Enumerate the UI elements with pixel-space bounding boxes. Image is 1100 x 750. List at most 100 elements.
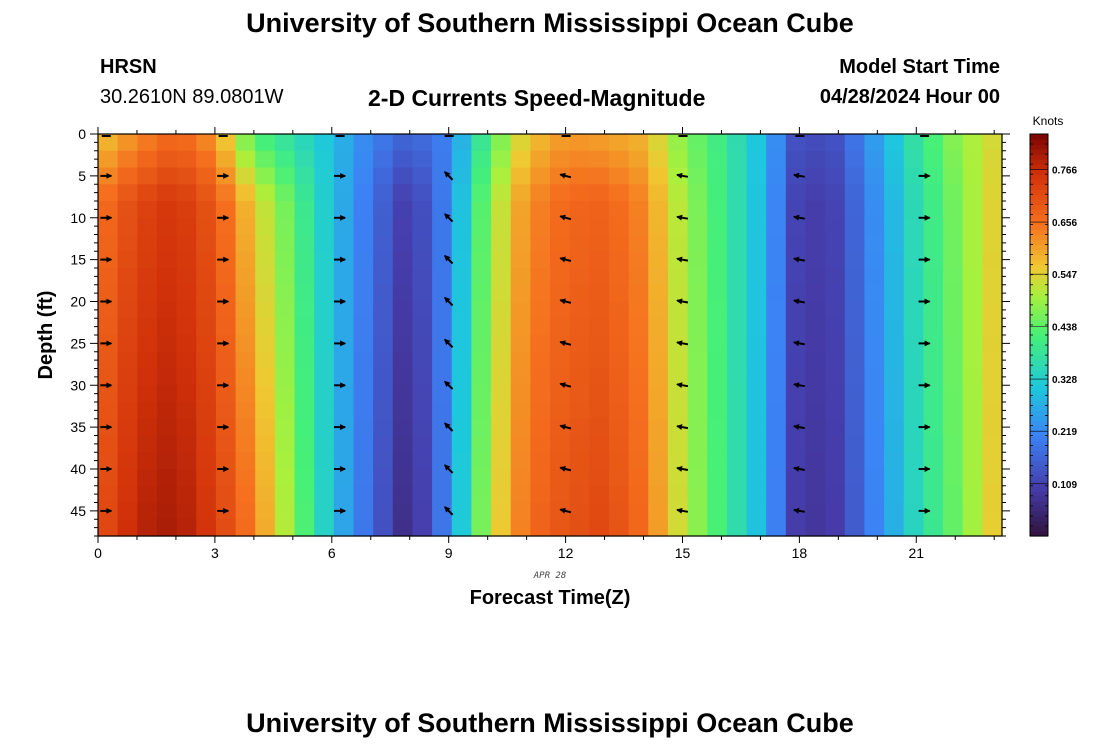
heatmap-cell bbox=[687, 318, 708, 336]
heatmap-cell bbox=[648, 301, 669, 319]
heatmap-cell bbox=[628, 251, 649, 269]
heatmap-cell bbox=[196, 318, 217, 336]
heatmap-cell bbox=[825, 368, 846, 386]
heatmap-cell bbox=[707, 268, 728, 286]
heatmap-cell bbox=[962, 134, 983, 152]
heatmap-cell bbox=[353, 268, 374, 286]
heatmap-cell bbox=[726, 519, 748, 537]
current-vector bbox=[444, 254, 454, 265]
heatmap-cell bbox=[805, 469, 826, 487]
heatmap-cell bbox=[785, 284, 807, 303]
heatmap-cell bbox=[746, 485, 767, 504]
y-tick-label: 35 bbox=[70, 419, 86, 435]
heatmap-cell bbox=[471, 485, 492, 504]
heatmap-cell bbox=[726, 217, 748, 236]
heatmap-cell bbox=[432, 234, 453, 252]
heatmap-cell bbox=[707, 385, 728, 403]
heatmap-cell bbox=[196, 485, 217, 504]
heatmap-cell bbox=[451, 217, 472, 236]
colorbar-segment bbox=[1030, 189, 1048, 195]
heatmap-cell bbox=[510, 435, 531, 453]
heatmap-cell bbox=[235, 217, 256, 236]
heatmap-cell bbox=[864, 485, 885, 504]
heatmap-cell bbox=[648, 318, 669, 336]
heatmap-cell bbox=[255, 402, 276, 420]
heatmap-cell bbox=[943, 368, 964, 386]
heatmap-cell bbox=[785, 368, 807, 386]
heatmap-cell bbox=[825, 301, 846, 319]
heatmap-cell bbox=[117, 201, 138, 219]
y-tick-label: 0 bbox=[78, 126, 86, 142]
heatmap-cell bbox=[412, 502, 433, 520]
x-tick-label: 0 bbox=[94, 545, 102, 561]
heatmap-cell bbox=[255, 301, 276, 319]
heatmap-cell bbox=[235, 167, 256, 185]
heatmap-cell bbox=[530, 435, 551, 453]
heatmap-cell bbox=[314, 234, 335, 252]
current-vector bbox=[793, 424, 805, 431]
colorbar-segment bbox=[1030, 174, 1048, 180]
heatmap-cell bbox=[884, 502, 905, 520]
heatmap-cell bbox=[923, 519, 944, 537]
heatmap-cell bbox=[550, 385, 571, 403]
heatmap-cell bbox=[785, 268, 807, 286]
heatmap-cell bbox=[550, 184, 571, 202]
heatmap-cell bbox=[648, 184, 669, 202]
heatmap-cell bbox=[903, 201, 924, 219]
heatmap-cell bbox=[471, 418, 492, 437]
heatmap-cell bbox=[176, 435, 197, 453]
heatmap-cell bbox=[274, 167, 296, 185]
heatmap-cell bbox=[805, 184, 826, 202]
colorbar-segment bbox=[1030, 405, 1048, 411]
heatmap-cell bbox=[825, 519, 846, 537]
current-vector bbox=[559, 256, 572, 263]
heatmap-cell bbox=[510, 469, 531, 487]
heatmap-cell bbox=[530, 134, 551, 152]
colorbar-segment bbox=[1030, 425, 1048, 432]
heatmap-cell bbox=[982, 469, 1003, 487]
heatmap-cell bbox=[255, 150, 276, 169]
heatmap-cell bbox=[844, 368, 866, 386]
heatmap-cell bbox=[903, 502, 924, 520]
heatmap-cell bbox=[608, 284, 630, 303]
colorbar-segment bbox=[1030, 500, 1048, 507]
heatmap-cell bbox=[805, 452, 826, 470]
heatmap-cell bbox=[726, 435, 748, 453]
heatmap-cell bbox=[117, 217, 138, 236]
heatmap-cell bbox=[943, 519, 964, 537]
heatmap-cell bbox=[923, 402, 944, 420]
heatmap-cell bbox=[550, 217, 571, 236]
heatmap-cell bbox=[962, 519, 983, 537]
heatmap-cell bbox=[825, 452, 846, 470]
heatmap-cell bbox=[766, 402, 787, 420]
heatmap-cell bbox=[156, 351, 178, 370]
heatmap-cell bbox=[805, 134, 826, 152]
heatmap-cell bbox=[392, 318, 414, 336]
heatmap-cell bbox=[491, 485, 512, 504]
heatmap-cell bbox=[569, 318, 590, 336]
heatmap-cell bbox=[923, 284, 944, 303]
colorbar-segment bbox=[1030, 485, 1048, 492]
heatmap-cell bbox=[274, 150, 296, 169]
heatmap-cell bbox=[333, 402, 355, 420]
heatmap-cell bbox=[746, 435, 767, 453]
heatmap-cell bbox=[608, 335, 630, 353]
heatmap-cell bbox=[491, 385, 512, 403]
current-vector bbox=[793, 256, 805, 263]
heatmap-cell bbox=[628, 150, 649, 169]
heatmap-cell bbox=[510, 502, 531, 520]
colorbar-segment bbox=[1030, 259, 1048, 266]
current-vector bbox=[676, 298, 689, 305]
heatmap-cell bbox=[235, 335, 256, 353]
heatmap-cell bbox=[392, 502, 414, 520]
heatmap-cell bbox=[628, 402, 649, 420]
current-vector bbox=[444, 338, 454, 349]
heatmap-cell bbox=[530, 301, 551, 319]
heatmap-cell bbox=[785, 201, 807, 219]
heatmap-cell bbox=[864, 150, 885, 169]
heatmap-cell bbox=[726, 452, 748, 470]
heatmap-cell bbox=[471, 519, 492, 537]
colorbar-segment bbox=[1030, 194, 1048, 200]
heatmap-cell bbox=[491, 351, 512, 370]
heatmap-cell bbox=[805, 251, 826, 269]
